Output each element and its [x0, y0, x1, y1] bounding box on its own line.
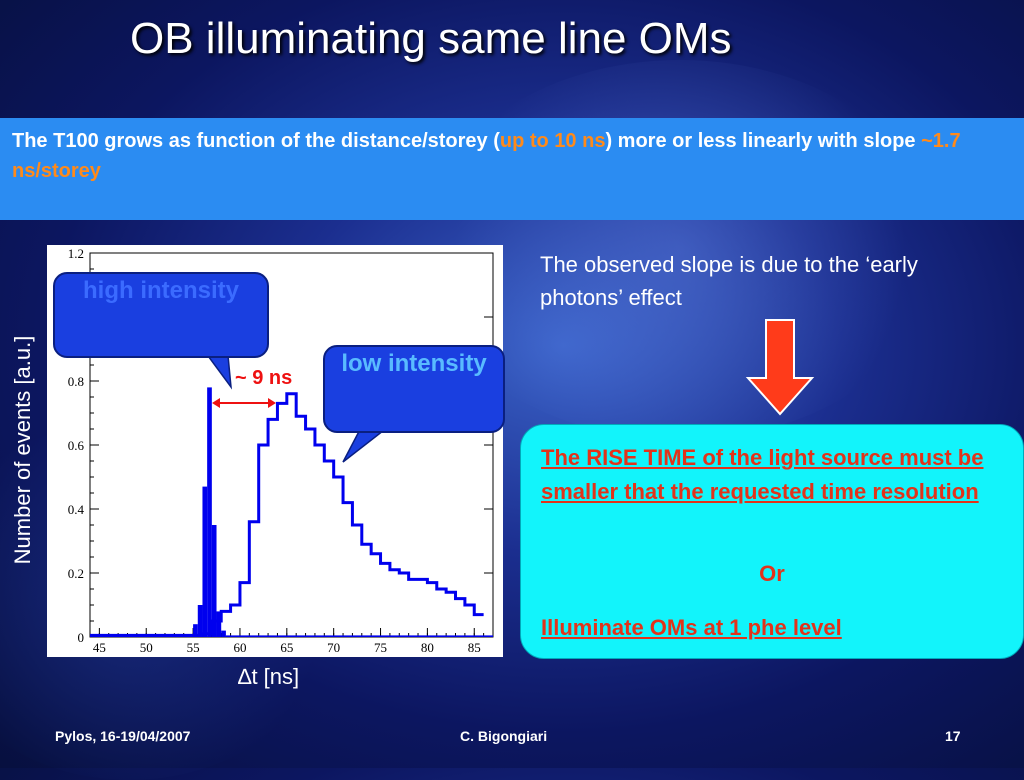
x-tick-label: 85: [468, 640, 481, 655]
x-tick-label: 60: [233, 640, 246, 655]
bar-high-intensity: [202, 486, 208, 637]
delta-label: ~ 9 ns: [235, 367, 293, 389]
down-arrow-icon: [745, 319, 815, 416]
y-axis-label-wrap: Number of events [a.u.]: [8, 300, 38, 600]
x-tick-label: 55: [187, 640, 200, 655]
x-tick-label: 45: [93, 640, 106, 655]
y-tick-label: 0: [78, 630, 85, 645]
x-tick-label: 50: [140, 640, 153, 655]
summary-banner: [0, 118, 1024, 220]
bar-high-intensity: [225, 635, 493, 637]
callout-high-intensity: high intensity: [53, 272, 269, 358]
y-tick-label: 0.6: [68, 438, 85, 453]
bar-high-intensity: [221, 630, 226, 637]
footer-location-date: Pylos, 16-19/04/2007: [55, 728, 191, 744]
conclusion-rise-time: The RISE TIME of the light source must b…: [541, 445, 984, 504]
y-tick-label: 0.4: [68, 502, 85, 517]
highlight-range: up to 10 ns: [499, 130, 606, 152]
callout-low-intensity: low intensity: [323, 345, 505, 433]
footer-author: C. Bigongiari: [460, 728, 548, 744]
conclusion-or: Or: [759, 561, 785, 586]
y-axis-label: Number of events [a.u.]: [10, 335, 35, 565]
line-low-intensity: [90, 392, 484, 637]
highlight-slope: ~1.7 ns/storey: [12, 130, 961, 182]
bar-high-intensity: [207, 387, 212, 637]
x-tick-label: 65: [280, 640, 293, 655]
conclusion-box: The RISE TIME of the light source must b…: [520, 424, 1024, 659]
x-axis-label: ∆t [ns]: [238, 664, 300, 689]
bar-high-intensity: [211, 525, 217, 637]
x-tick-label: 80: [421, 640, 434, 655]
y-tick-label: 0.2: [68, 566, 84, 581]
bar-high-intensity: [197, 605, 203, 637]
bar-high-intensity: [193, 624, 198, 637]
summary-text: The T100 grows as function of the distan…: [12, 130, 961, 182]
observation-text: The observed slope is due to the ‘early …: [540, 252, 918, 310]
x-tick-label: 70: [327, 640, 340, 655]
bar-high-intensity: [216, 611, 222, 637]
y-tick-label: 0.8: [68, 374, 84, 389]
delta-arrow: [212, 398, 276, 408]
conclusion-illuminate: Illuminate OMs at 1 phe level: [541, 615, 842, 640]
y-tick-label: 1.2: [68, 246, 84, 261]
slide-title: OB illuminating same line OMs: [130, 14, 732, 63]
footer-page-number: 17: [945, 728, 961, 744]
x-tick-label: 75: [374, 640, 387, 655]
